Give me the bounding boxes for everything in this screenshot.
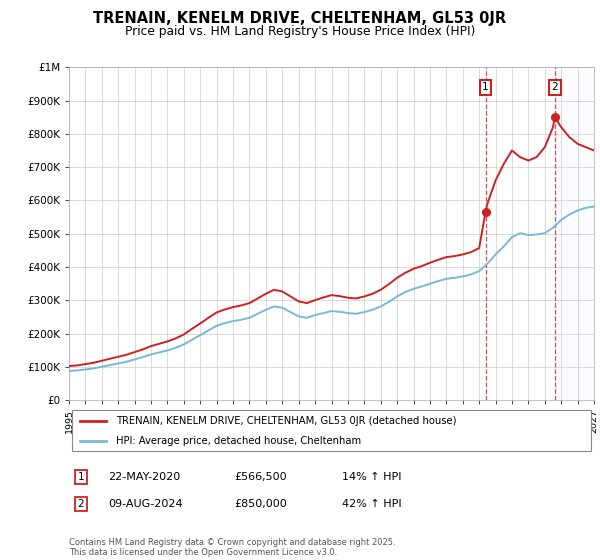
Text: 1: 1 [77,472,85,482]
Text: TRENAIN, KENELM DRIVE, CHELTENHAM, GL53 0JR: TRENAIN, KENELM DRIVE, CHELTENHAM, GL53 … [94,11,506,26]
Text: 22-MAY-2020: 22-MAY-2020 [108,472,180,482]
Text: Contains HM Land Registry data © Crown copyright and database right 2025.
This d: Contains HM Land Registry data © Crown c… [69,538,395,557]
Text: 42% ↑ HPI: 42% ↑ HPI [342,499,401,509]
Text: 2: 2 [551,82,558,92]
Text: 14% ↑ HPI: 14% ↑ HPI [342,472,401,482]
FancyBboxPatch shape [71,410,592,451]
Text: 1: 1 [482,82,489,92]
Text: HPI: Average price, detached house, Cheltenham: HPI: Average price, detached house, Chel… [116,436,361,446]
Text: 09-AUG-2024: 09-AUG-2024 [108,499,182,509]
Text: 2: 2 [77,499,85,509]
Text: Price paid vs. HM Land Registry's House Price Index (HPI): Price paid vs. HM Land Registry's House … [125,25,475,38]
Bar [555,67,594,400]
Bar [555,67,594,400]
Text: £850,000: £850,000 [234,499,287,509]
Text: £566,500: £566,500 [234,472,287,482]
Text: TRENAIN, KENELM DRIVE, CHELTENHAM, GL53 0JR (detached house): TRENAIN, KENELM DRIVE, CHELTENHAM, GL53 … [116,416,457,426]
